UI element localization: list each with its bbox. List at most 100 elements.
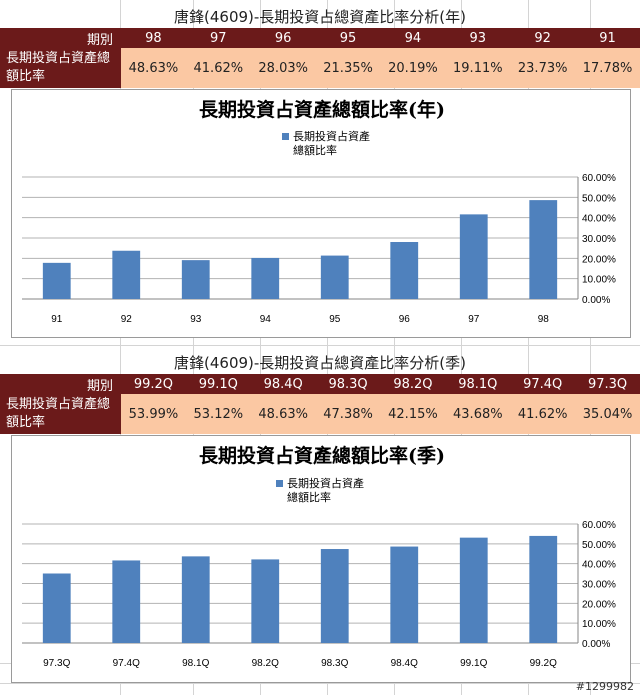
x-tick-label: 96 [399, 314, 411, 325]
year-period-cell: 91 [599, 30, 616, 46]
y-tick-label: 50.00% [582, 193, 616, 204]
x-tick-label: 98.4Q [391, 658, 418, 669]
y-tick-label: 0.00% [582, 639, 610, 650]
watermark: #1299982 [575, 680, 634, 693]
y-tick-label: 10.00% [582, 275, 616, 286]
quarter-table-title: 唐鋒(4609)-長期投資占總資產比率分析(季) [174, 353, 466, 372]
bar [529, 200, 558, 299]
quarter-value-cell: 42.15% [388, 406, 438, 422]
year-row-label: 長期投資占資產總額比率 [0, 48, 121, 88]
year-value-row: 長期投資占資產總額比率 48.63% 41.62% 28.03% 21.35% … [0, 48, 640, 88]
x-tick-label: 98.3Q [321, 658, 348, 669]
year-period-cell: 97 [210, 30, 227, 46]
bar [42, 573, 71, 643]
bar [459, 537, 488, 643]
year-period-cell: 92 [534, 30, 551, 46]
year-period-label: 期別 [86, 32, 113, 48]
legend-swatch [276, 480, 283, 487]
bar [181, 556, 210, 643]
quarter-period-cell: 98.2Q [393, 376, 433, 392]
y-tick-label: 20.00% [582, 599, 616, 610]
bar [390, 546, 419, 643]
bar [320, 255, 349, 299]
bar [42, 262, 71, 299]
quarter-value-row: 長期投資占資產總額比率 53.99% 53.12% 48.63% 47.38% … [0, 394, 640, 434]
quarter-value-cell: 35.04% [582, 406, 633, 422]
quarter-period-cell: 98.1Q [458, 376, 498, 392]
y-tick-label: 30.00% [582, 580, 616, 591]
quarter-period-cell: 99.2Q [133, 376, 174, 392]
year-period-cell: 96 [274, 30, 292, 46]
year-value-cell: 48.63% [128, 60, 179, 76]
x-tick-label: 93 [190, 314, 202, 325]
quarter-period-cell: 98.4Q [263, 376, 303, 392]
y-tick-label: 0.00% [582, 295, 610, 306]
y-tick-label: 20.00% [582, 254, 616, 265]
quarter-value-cell: 48.63% [258, 406, 308, 422]
quarter-value-cell: 47.38% [323, 406, 373, 422]
year-value-cell: 41.62% [193, 60, 244, 76]
quarter-chart: 長期投資占資產總額比率(季) 長期投資占資產 總額比率 60.00% 50.00%… [22, 444, 616, 669]
quarter-chart-panel[interactable]: 長期投資占資產總額比率(季) 長期投資占資產 總額比率 60.00% 50.00%… [11, 435, 631, 683]
quarter-period-label: 期別 [86, 378, 113, 394]
x-tick-label: 94 [260, 314, 272, 325]
x-tick-label: 99.1Q [460, 658, 487, 669]
legend-label: 總額比率 [293, 143, 337, 157]
y-tick-label: 40.00% [582, 214, 616, 225]
quarter-period-cell: 98.3Q [328, 376, 368, 392]
bar [320, 549, 349, 643]
legend-swatch [282, 133, 289, 140]
y-tick-label: 30.00% [582, 234, 616, 245]
year-period-header-row: 期別 98 97 96 95 94 93 92 91 [0, 28, 640, 48]
legend-label: 長期投資占資產 [287, 476, 364, 490]
year-value-cell: 28.03% [258, 60, 308, 76]
y-tick-label: 10.00% [582, 619, 616, 630]
x-tick-label: 95 [329, 314, 341, 325]
chart-title: 長期投資占資產總額比率(季) [199, 444, 445, 467]
x-tick-label: 98.2Q [252, 658, 279, 669]
quarter-value-cell: 53.12% [193, 406, 244, 422]
y-tick-label: 40.00% [582, 560, 616, 571]
year-value-cell: 21.35% [323, 60, 373, 76]
quarter-row-label: 長期投資占資產總額比率 [0, 394, 121, 434]
x-tick-label: 97.4Q [113, 658, 140, 669]
bar [251, 559, 280, 643]
x-tick-label: 91 [51, 314, 63, 325]
bar [112, 560, 141, 643]
year-table-title: 唐鋒(4609)-長期投資占總資產比率分析(年) [174, 7, 466, 26]
bar [112, 250, 141, 299]
legend-label: 長期投資占資產 [293, 129, 370, 143]
quarter-value-cell: 53.99% [128, 406, 179, 422]
year-value-cell: 17.78% [582, 60, 633, 76]
year-value-cell: 20.19% [388, 60, 438, 76]
x-tick-label: 92 [121, 314, 133, 325]
y-tick-label: 50.00% [582, 540, 616, 551]
y-tick-label: 60.00% [582, 520, 616, 531]
y-tick-label: 60.00% [582, 173, 616, 184]
quarter-period-header-row: 期別 99.2Q 99.1Q 98.4Q 98.3Q 98.2Q 98.1Q 9… [0, 374, 640, 394]
year-period-cell: 95 [339, 30, 357, 46]
bar [459, 214, 488, 299]
bar [390, 242, 419, 299]
quarter-period-cell: 97.4Q [523, 376, 563, 392]
year-period-cell: 94 [404, 30, 422, 46]
x-tick-label: 97 [468, 314, 480, 325]
year-chart-panel[interactable]: 長期投資占資產總額比率(年) 長期投資占資產 總額比率 60.00% 50.00%… [11, 89, 631, 338]
legend-label: 總額比率 [287, 490, 331, 504]
x-tick-label: 97.3Q [43, 658, 70, 669]
quarter-value-cell: 41.62% [517, 406, 568, 422]
year-period-cell: 98 [145, 30, 162, 46]
x-tick-label: 98.1Q [182, 658, 209, 669]
year-period-cell: 93 [469, 30, 487, 46]
bar [251, 257, 280, 299]
year-chart: 長期投資占資產總額比率(年) 長期投資占資產 總額比率 60.00% 50.00%… [22, 98, 616, 325]
bar [529, 535, 558, 643]
x-tick-label: 98 [538, 314, 550, 325]
year-value-cell: 23.73% [517, 60, 568, 76]
bar [181, 260, 210, 299]
chart-title: 長期投資占資產總額比率(年) [199, 98, 445, 121]
quarter-period-cell: 99.1Q [198, 376, 238, 392]
x-tick-label: 99.2Q [530, 658, 557, 669]
year-value-cell: 19.11% [453, 60, 503, 76]
quarter-value-cell: 43.68% [453, 406, 503, 422]
